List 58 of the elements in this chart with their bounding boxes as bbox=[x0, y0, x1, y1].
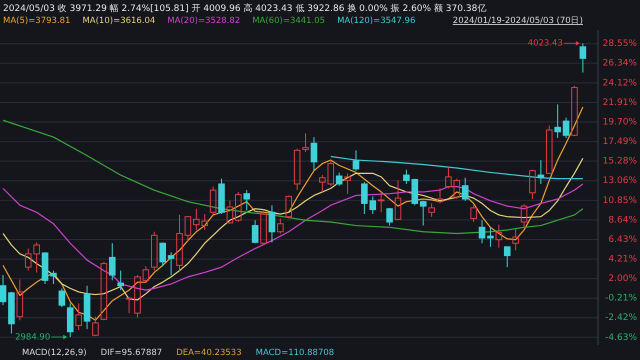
text: MACD=110.88708 bbox=[256, 348, 334, 358]
annotation: 4023.43 bbox=[528, 38, 563, 49]
candlestick bbox=[150, 231, 158, 272]
candlestick bbox=[344, 172, 351, 194]
line-series bbox=[2, 120, 584, 234]
y-tick-label: 4.21% bbox=[608, 254, 638, 265]
candlestick bbox=[117, 270, 124, 291]
y-tick-label: 17.49% bbox=[602, 137, 638, 148]
y-tick-label: 28.55% bbox=[602, 39, 638, 50]
candlestick bbox=[277, 218, 284, 234]
candlestick bbox=[512, 228, 519, 251]
y-tick-label: 10.85% bbox=[602, 196, 638, 206]
candlestick bbox=[310, 136, 318, 172]
candlestick bbox=[75, 302, 82, 330]
candlestick bbox=[361, 182, 368, 215]
chart-subtitle: 2024/01/19-2024/05/03 (70日) bbox=[452, 16, 583, 26]
candlestick bbox=[369, 196, 376, 215]
candlestick bbox=[24, 248, 32, 272]
text: MACD(12,26,9) bbox=[22, 348, 87, 358]
y-tick-label: -0.21% bbox=[605, 294, 638, 304]
candlestick bbox=[319, 174, 326, 192]
y-tick-label: 2.00% bbox=[608, 274, 638, 284]
y-tick-label: 13.06% bbox=[602, 176, 638, 186]
candlestick bbox=[268, 204, 276, 243]
y-tick-label: 24.12% bbox=[602, 78, 638, 88]
candlestick bbox=[108, 242, 116, 281]
candlestick bbox=[378, 191, 384, 213]
chart-title: 2024/05/03 收 3971.29 幅 2.74%[105.81] 开 4009.96 高 4023.43 低 3922.86 换 0.00% 振 2.60% 额 370.38亿 bbox=[3, 3, 486, 14]
y-tick-label: 26.34% bbox=[602, 58, 638, 69]
y-tick-label: -4.63% bbox=[605, 332, 638, 343]
candlestick bbox=[84, 285, 90, 330]
candlestick bbox=[16, 279, 24, 321]
y-tick-label: 19.70% bbox=[602, 117, 638, 128]
candlestick bbox=[302, 133, 309, 153]
candlestick bbox=[243, 190, 250, 212]
candlestick bbox=[445, 168, 452, 189]
text: DIF=95.67887 bbox=[100, 348, 162, 358]
candlestick bbox=[420, 200, 427, 226]
y-tick-label: 21.91% bbox=[602, 98, 638, 108]
candlestick bbox=[193, 208, 200, 230]
candlestick bbox=[462, 177, 469, 202]
candlestick bbox=[201, 214, 208, 230]
y-tick-label: -2.42% bbox=[605, 313, 638, 324]
annotation: 2984.90 bbox=[15, 332, 50, 342]
candlestick bbox=[504, 246, 511, 268]
candlestick bbox=[436, 188, 444, 204]
candlestick bbox=[554, 104, 561, 138]
legend: MA(5)=3793.81 MA(10)=3616.04 MA(20)=3528.82 MA(60)=3441.05 MA(120)=3547.96 bbox=[3, 16, 416, 26]
y-tick-label: 15.28% bbox=[602, 156, 638, 167]
text: DEA=40.23533 bbox=[176, 348, 242, 358]
candlestick bbox=[496, 224, 502, 248]
candlestick bbox=[168, 252, 174, 276]
candlestick bbox=[394, 180, 402, 221]
candlestick bbox=[33, 242, 40, 273]
line-series bbox=[2, 158, 584, 300]
y-tick-label: 6.43% bbox=[608, 234, 638, 245]
line-series bbox=[2, 106, 584, 321]
y-tick-label: 8.64% bbox=[608, 215, 638, 226]
